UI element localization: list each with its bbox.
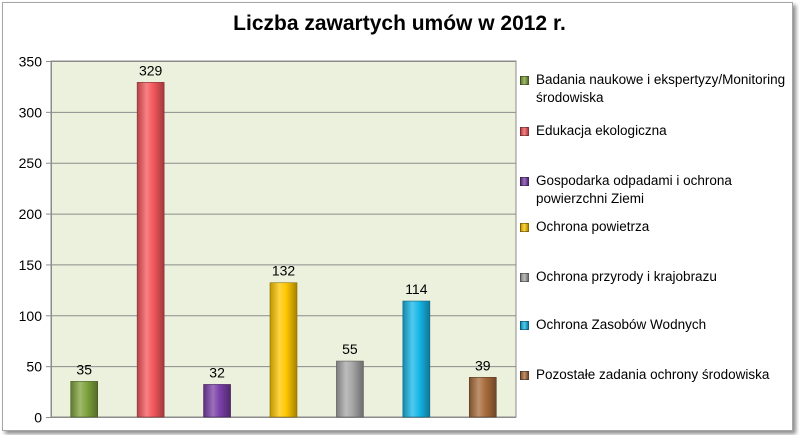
legend-label: Ochrona Zasobów Wodnych: [536, 317, 707, 332]
bar: [402, 300, 431, 418]
bar: [269, 282, 298, 418]
y-tick-label: 350: [19, 54, 43, 70]
data-label: 32: [209, 364, 225, 380]
y-tick-label: 200: [19, 206, 43, 222]
legend-label: Gospodarka odpadami i ochrona powierzchn…: [536, 173, 732, 206]
data-label: 39: [475, 357, 491, 373]
data-label: 132: [272, 263, 296, 279]
y-tick-label: 50: [26, 359, 42, 375]
legend-swatch: [520, 127, 529, 136]
legend-swatch: [520, 223, 529, 232]
data-label: 35: [76, 361, 92, 377]
legend-label: Ochrona powietrza: [536, 219, 650, 234]
legend-swatch: [520, 76, 529, 85]
bar: [136, 82, 165, 418]
data-label: 114: [405, 281, 428, 297]
data-label: 329: [139, 62, 163, 78]
legend-swatch: [520, 273, 529, 282]
legend-label: Ochrona przyrody i krajobrazu: [536, 269, 717, 284]
y-tick-label: 100: [19, 308, 43, 324]
bar: [336, 360, 364, 418]
legend-swatch: [520, 321, 529, 330]
legend-label: Edukacja ekologiczna: [536, 123, 667, 138]
bar: [70, 381, 99, 418]
y-tick-label: 0: [34, 410, 42, 426]
chart-legend: Badania naukowe i ekspertyzy/Monitoring …: [520, 60, 792, 422]
legend-label: Pozostałe zadania ochrony środowiska: [536, 367, 770, 382]
legend-label: Badania naukowe i ekspertyzy/Monitoring …: [536, 72, 786, 105]
y-tick-label: 250: [19, 155, 43, 171]
legend-swatch: [520, 371, 529, 380]
data-label: 55: [342, 341, 358, 357]
legend-swatch: [520, 177, 529, 186]
chart-title: Liczba zawartych umów w 2012 r.: [233, 12, 566, 35]
y-tick-label: 150: [19, 257, 43, 273]
y-tick-label: 300: [19, 104, 43, 120]
bar: [468, 377, 497, 418]
bar: [203, 384, 231, 418]
